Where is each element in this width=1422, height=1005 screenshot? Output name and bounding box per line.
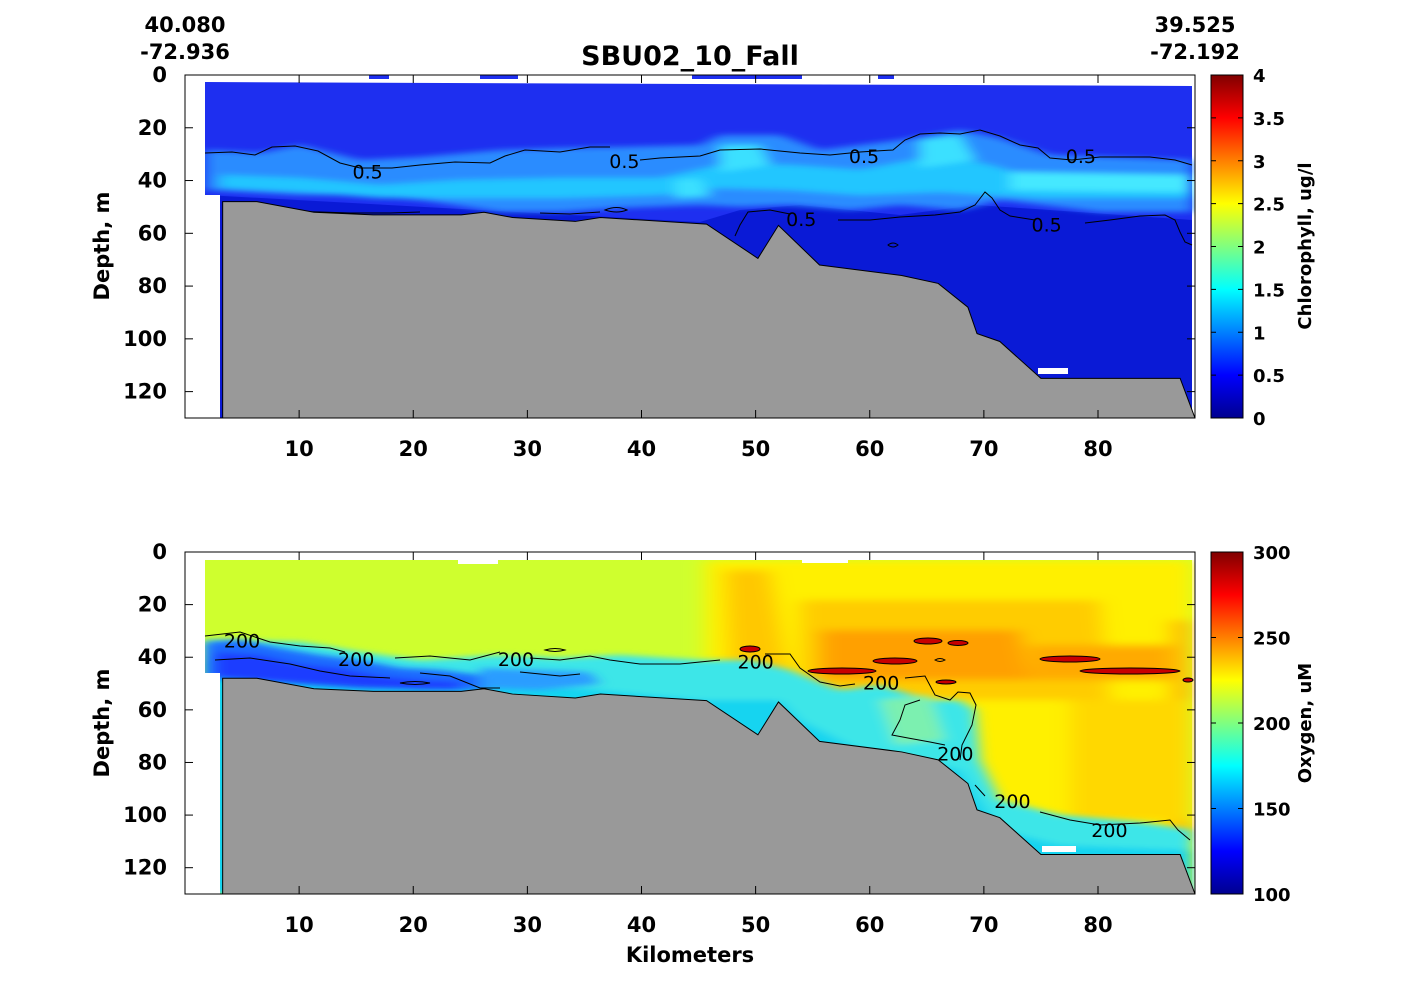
x-tick-label: 70 bbox=[969, 437, 998, 461]
x-tick-label: 10 bbox=[285, 913, 314, 937]
y-tick-label: 100 bbox=[123, 327, 167, 351]
oxygen-colorbar bbox=[1210, 551, 1244, 895]
x-axis-label: Kilometers bbox=[626, 943, 754, 967]
contour-label: 200 bbox=[737, 651, 773, 673]
y-tick-label: 0 bbox=[152, 540, 167, 564]
chlorophyll-contour-labels: 0.5 0.5 0.5 0.5 0.5 0.5 bbox=[352, 146, 1095, 237]
colorbar-tick-label: 3 bbox=[1253, 152, 1266, 173]
oxygen-colorbar-label: Oxygen, uM bbox=[1295, 663, 1316, 783]
colorbar-tick-label: 0 bbox=[1253, 409, 1266, 430]
chlorophyll-colorbar-ticks: 0 0.5 1 1.5 2 2.5 3 3.5 4 bbox=[1211, 66, 1285, 430]
chlorophyll-colorbar-label: Chlorophyll, ug/l bbox=[1295, 162, 1316, 329]
colorbar-tick-label: 300 bbox=[1253, 543, 1291, 564]
colorbar-tick-label: 200 bbox=[1253, 714, 1291, 735]
y-tick-label: 120 bbox=[123, 380, 167, 404]
oxygen-hotspots bbox=[739, 637, 1194, 685]
y-tick-label: 60 bbox=[138, 221, 167, 245]
y-tick-label: 20 bbox=[138, 593, 167, 617]
x-tick-label: 20 bbox=[399, 913, 428, 937]
colorbar-tick-label: 2.5 bbox=[1253, 195, 1285, 216]
colorbar-tick-label: 1 bbox=[1253, 323, 1266, 344]
contour-label: 0.5 bbox=[609, 151, 639, 173]
x-tick-label: 50 bbox=[741, 437, 770, 461]
colorbar-tick-label: 3.5 bbox=[1253, 109, 1285, 130]
y-tick-label: 100 bbox=[123, 803, 167, 827]
y-tick-label: 0 bbox=[152, 63, 167, 87]
x-tick-label: 40 bbox=[627, 437, 656, 461]
oxygen-ylabel: Depth, m bbox=[90, 669, 114, 778]
colorbar-tick-label: 2 bbox=[1253, 238, 1266, 259]
contour-label: 200 bbox=[863, 673, 899, 695]
colorbar-tick-label: 1.5 bbox=[1253, 280, 1285, 301]
x-tick-label: 30 bbox=[513, 913, 542, 937]
x-tick-label: 50 bbox=[741, 913, 770, 937]
contour-label: 200 bbox=[338, 649, 374, 671]
x-tick-label: 80 bbox=[1083, 437, 1112, 461]
colorbar-tick-label: 150 bbox=[1253, 800, 1291, 821]
chlorophyll-field bbox=[185, 75, 1195, 418]
contour-label: 0.5 bbox=[1032, 214, 1062, 236]
y-tick-label: 60 bbox=[138, 698, 167, 722]
axes-frame bbox=[184, 551, 1196, 895]
contour-label: 200 bbox=[498, 649, 534, 671]
oxygen-contour-labels: 200 200 200 200 200 200 200 200 bbox=[224, 630, 1128, 841]
contour-label: 200 bbox=[1091, 820, 1127, 842]
y-tick-label: 120 bbox=[123, 856, 167, 880]
contour-label: 0.5 bbox=[352, 162, 382, 184]
contour-label: 0.5 bbox=[1066, 146, 1096, 168]
contour-label: 200 bbox=[937, 744, 973, 766]
contour-label: 200 bbox=[224, 630, 260, 652]
colorbar-tick-label: 250 bbox=[1253, 629, 1291, 650]
contour-label: 0.5 bbox=[849, 146, 879, 168]
y-tick-label: 20 bbox=[138, 116, 167, 140]
x-tick-label: 10 bbox=[285, 437, 314, 461]
x-tick-label: 30 bbox=[513, 437, 542, 461]
chlorophyll-axes: 10 20 30 40 50 60 70 80 0 20 40 60 80 100 120 bbox=[123, 63, 1196, 461]
x-tick-label: 80 bbox=[1083, 913, 1112, 937]
axes-frame bbox=[184, 74, 1196, 419]
oxygen-axes: 10 20 30 40 50 60 70 80 0 20 40 60 80 100 120 bbox=[123, 540, 1196, 937]
end-longitude: -72.192 bbox=[1150, 40, 1240, 64]
chlorophyll-panel: 0.5 0.5 0.5 0.50.5 0.5 10 20 30 40 50 60 70 8002040… bbox=[90, 63, 1316, 461]
seafloor-bathymetry bbox=[222, 201, 1195, 418]
x-tick-label: 40 bbox=[627, 913, 656, 937]
colorbar-tick-label: 0.5 bbox=[1253, 366, 1285, 387]
colorbar-tick-label: 4 bbox=[1253, 66, 1266, 87]
oxygen-colorbar-ticks: 100 150 200 250 300 bbox=[1211, 543, 1291, 906]
oxygen-field bbox=[185, 552, 1195, 894]
start-latitude: 40.080 bbox=[144, 13, 225, 37]
chart-title: SBU02_10_Fall bbox=[581, 41, 799, 72]
chlorophyll-ylabel: Depth, m bbox=[90, 192, 114, 301]
x-tick-label: 70 bbox=[969, 913, 998, 937]
contour-label: 0.5 bbox=[786, 209, 816, 231]
start-longitude: -72.936 bbox=[140, 40, 230, 64]
x-tick-label: 60 bbox=[855, 437, 884, 461]
y-tick-label: 40 bbox=[138, 169, 167, 193]
end-latitude: 39.525 bbox=[1154, 13, 1235, 37]
contour-label: 200 bbox=[994, 791, 1030, 813]
y-tick-label: 80 bbox=[138, 274, 167, 298]
colorbar-tick-label: 100 bbox=[1253, 885, 1291, 906]
x-tick-label: 60 bbox=[855, 913, 884, 937]
x-tick-label: 20 bbox=[399, 437, 428, 461]
y-tick-label: 40 bbox=[138, 645, 167, 669]
seafloor-bathymetry bbox=[222, 677, 1195, 894]
y-tick-label: 80 bbox=[138, 750, 167, 774]
